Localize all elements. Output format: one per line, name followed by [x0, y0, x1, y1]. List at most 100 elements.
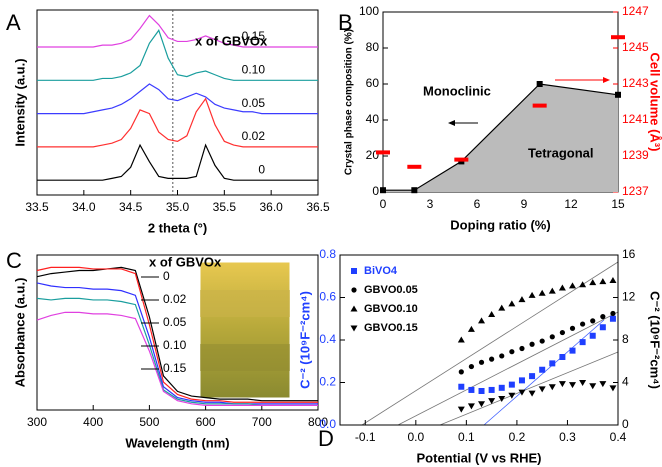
data-point [498, 384, 505, 391]
data-point [589, 332, 596, 339]
data-point [528, 390, 536, 397]
data-point [609, 277, 617, 283]
x-tick-label: 6 [474, 197, 481, 211]
x-axis-title: Potential (V vs RHE) [417, 450, 542, 465]
data-point [509, 349, 515, 355]
x-tick-label: 9 [521, 197, 528, 211]
annotation: Tetragonal [528, 145, 594, 160]
data-point [488, 386, 495, 393]
data-point [529, 341, 535, 347]
data-point [518, 377, 525, 384]
data-point [579, 339, 586, 346]
y-tick-label: 0.4 [319, 332, 336, 346]
series-label: 0.02 [242, 129, 266, 143]
series-line [37, 143, 318, 181]
series-line [36, 311, 318, 406]
data-point [579, 281, 587, 288]
y-tick-label: 100 [359, 4, 379, 18]
panel-letter: D [318, 426, 334, 451]
y2-tick-label: 1245 [622, 40, 649, 54]
x-tick-label: 36.5 [306, 200, 330, 214]
data-point [539, 366, 546, 373]
data-point [508, 392, 516, 399]
x-tick-label: 300 [27, 415, 47, 429]
x-tick-label: 0.2 [509, 430, 526, 444]
series-line [37, 29, 318, 81]
x-tick-label: 33.5 [25, 200, 49, 214]
fit-line [439, 351, 619, 426]
x-axis-title: Doping ratio (%) [450, 217, 550, 232]
x-tick-label: 12 [564, 197, 578, 211]
y-tick-label: 40 [366, 112, 380, 126]
series-line [37, 83, 318, 115]
series-label: 0.10 [242, 62, 266, 76]
panel-letter: A [6, 10, 21, 35]
data-point [488, 398, 496, 405]
data-point [488, 311, 496, 317]
y-tick-label: 60 [366, 76, 380, 90]
data-point [499, 353, 505, 359]
data-point [508, 381, 515, 388]
legend-title: x of GBVOx [149, 254, 222, 269]
plot-frame [339, 254, 619, 426]
data-point [549, 360, 556, 367]
y-tick-label: 0 [372, 184, 379, 198]
data-point [478, 388, 485, 394]
data-point [609, 385, 617, 392]
y-tick-label: 0.2 [319, 375, 336, 389]
legend-label: 0.02 [163, 292, 187, 306]
y-tick-label: 80 [366, 40, 380, 54]
data-point [407, 164, 422, 169]
inset-band [200, 344, 290, 371]
fit-line [361, 261, 619, 426]
data-point [508, 300, 516, 307]
y2-tick-label: 16 [622, 247, 636, 261]
data-point [376, 150, 390, 155]
series-line [37, 97, 318, 148]
decorations [199, 77, 619, 426]
data-point [548, 287, 556, 294]
data-point [580, 321, 586, 327]
data-point [548, 384, 556, 391]
panel-letter: B [338, 10, 353, 35]
data-point [579, 380, 587, 386]
data-point [538, 386, 546, 393]
data-point [489, 356, 495, 362]
data-point [468, 363, 475, 370]
legend-title: x of GBVOx [195, 33, 268, 48]
series-label: 0.05 [242, 96, 266, 110]
data-point [538, 289, 546, 296]
data-point [529, 373, 536, 380]
data-point [589, 279, 597, 286]
data-point [549, 334, 555, 340]
data-point [569, 347, 576, 354]
data-point [467, 325, 475, 332]
y2-axis-title: C⁻² (10⁹F⁻²cm⁴) [648, 291, 662, 389]
x-tick-label: 0 [380, 197, 387, 211]
series-label: 0 [258, 162, 265, 176]
legend-label: BiVO4 [364, 265, 398, 277]
legend-label: 0 [163, 269, 170, 283]
arrow-head [448, 120, 455, 126]
data-point [468, 386, 475, 393]
data-point [600, 314, 606, 320]
x-tick-label: 34.0 [72, 200, 96, 214]
data-point [569, 382, 577, 389]
y-axis-title: Absorbance (a.u.) [12, 278, 27, 388]
data-point [558, 381, 566, 388]
legend-label: GBVO0.05 [364, 284, 418, 296]
data-point [590, 318, 596, 324]
data-point [599, 381, 607, 388]
legend-label: GBVO0.15 [364, 322, 418, 334]
legend-marker [350, 325, 358, 332]
x-tick-label: 600 [196, 415, 216, 429]
data-point [558, 284, 566, 291]
data-point [380, 187, 386, 194]
legend-label: GBVO0.10 [364, 303, 418, 315]
data-point [454, 157, 469, 162]
y2-tick-label: 12 [622, 290, 636, 304]
x-tick-label: 0.4 [610, 430, 627, 444]
x-tick-label: 800 [308, 415, 328, 429]
x-tick-label: 36.0 [259, 200, 283, 214]
y2-tick-label: 1247 [622, 4, 649, 18]
